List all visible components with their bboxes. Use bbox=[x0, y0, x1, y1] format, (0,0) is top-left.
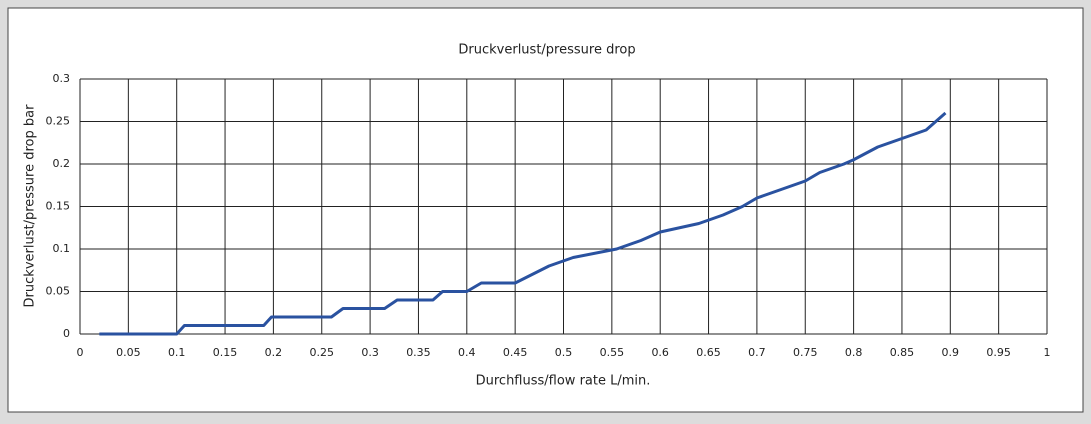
x-tick-label: 0.55 bbox=[600, 346, 625, 359]
y-tick-label: 0 bbox=[63, 327, 70, 340]
x-tick-label: 0.75 bbox=[793, 346, 818, 359]
x-tick-label: 0.6 bbox=[651, 346, 669, 359]
x-tick-label: 1 bbox=[1044, 346, 1051, 359]
x-tick-label: 0.3 bbox=[361, 346, 379, 359]
y-tick-label: 0.3 bbox=[53, 72, 71, 85]
y-tick-label: 0.2 bbox=[53, 157, 71, 170]
x-tick-label: 0.25 bbox=[310, 346, 335, 359]
x-tick-label: 0.8 bbox=[845, 346, 863, 359]
x-tick-label: 0.35 bbox=[406, 346, 431, 359]
x-tick-label: 0.7 bbox=[748, 346, 766, 359]
panel bbox=[7, 7, 1084, 413]
x-tick-label: 0 bbox=[77, 346, 84, 359]
x-tick-label: 0.4 bbox=[458, 346, 476, 359]
x-tick-label: 0.9 bbox=[942, 346, 960, 359]
y-tick-label: 0.05 bbox=[46, 285, 71, 298]
y-tick-label: 0.25 bbox=[46, 115, 71, 128]
y-tick-label: 0.1 bbox=[53, 242, 71, 255]
x-tick-label: 0.65 bbox=[696, 346, 721, 359]
x-axis-label: Durchfluss/flow rate L/min. bbox=[476, 374, 651, 389]
x-tick-label: 0.05 bbox=[116, 346, 141, 359]
x-tick-label: 0.2 bbox=[265, 346, 283, 359]
chart-title: Druckverlust/pressure drop bbox=[458, 43, 635, 58]
x-tick-label: 0.85 bbox=[890, 346, 915, 359]
y-axis-label: Druckverlust/pressure drop bar bbox=[23, 104, 38, 308]
x-tick-label: 0.1 bbox=[168, 346, 186, 359]
x-tick-label: 0.15 bbox=[213, 346, 238, 359]
x-tick-label: 0.5 bbox=[555, 346, 573, 359]
y-tick-label: 0.15 bbox=[46, 200, 71, 213]
data-line bbox=[99, 111, 947, 336]
x-tick-label: 0.95 bbox=[986, 346, 1011, 359]
x-tick-label: 0.45 bbox=[503, 346, 528, 359]
